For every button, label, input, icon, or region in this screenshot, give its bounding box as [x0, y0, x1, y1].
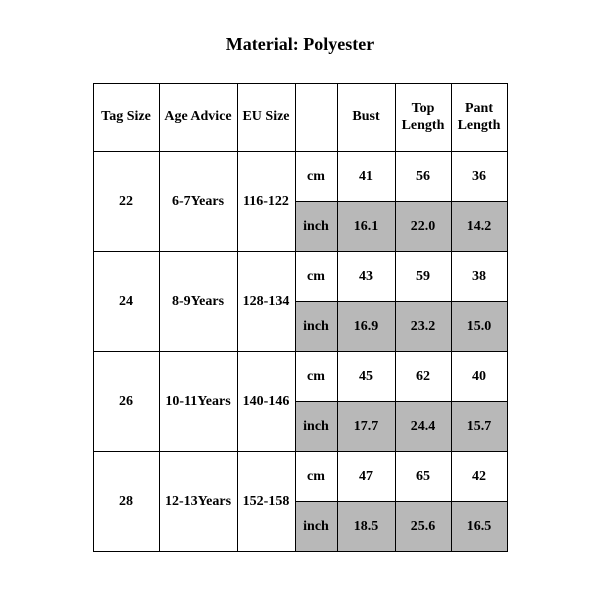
header-row: Tag Size Age Advice EU Size Bust TopLeng… [93, 84, 507, 152]
cell-pant-inch: 15.0 [451, 302, 507, 352]
cell-bust-cm: 47 [337, 452, 395, 502]
cell-bust-cm: 43 [337, 252, 395, 302]
cell-top-cm: 59 [395, 252, 451, 302]
cell-tag-size: 24 [93, 252, 159, 352]
cell-eu-size: 116-122 [237, 152, 295, 252]
col-unit [295, 84, 337, 152]
col-top-length: TopLength [395, 84, 451, 152]
cell-pant-cm: 38 [451, 252, 507, 302]
cell-top-inch: 24.4 [395, 402, 451, 452]
cell-bust-inch: 16.1 [337, 202, 395, 252]
cell-bust-inch: 17.7 [337, 402, 395, 452]
cell-unit-cm: cm [295, 152, 337, 202]
col-eu-size: EU Size [237, 84, 295, 152]
cell-unit-cm: cm [295, 452, 337, 502]
page-title: Material: Polyester [0, 0, 600, 83]
cell-eu-size: 140-146 [237, 352, 295, 452]
col-tag-size: Tag Size [93, 84, 159, 152]
cell-eu-size: 128-134 [237, 252, 295, 352]
cell-pant-cm: 40 [451, 352, 507, 402]
col-top-length-label: TopLength [402, 101, 445, 132]
cell-age-advice: 6-7Years [159, 152, 237, 252]
cell-tag-size: 22 [93, 152, 159, 252]
cell-age-advice: 10-11Years [159, 352, 237, 452]
col-age-advice: Age Advice [159, 84, 237, 152]
cell-unit-inch: inch [295, 402, 337, 452]
size-table-body: 226-7Years116-122cm415636inch16.122.014.… [93, 152, 507, 552]
cell-eu-size: 152-158 [237, 452, 295, 552]
col-pant-length: PantLength [451, 84, 507, 152]
size-table: Tag Size Age Advice EU Size Bust TopLeng… [93, 83, 508, 552]
cell-bust-cm: 45 [337, 352, 395, 402]
table-row: 2812-13Years152-158cm476542 [93, 452, 507, 502]
table-row: 226-7Years116-122cm415636 [93, 152, 507, 202]
cell-tag-size: 28 [93, 452, 159, 552]
cell-tag-size: 26 [93, 352, 159, 452]
cell-top-inch: 22.0 [395, 202, 451, 252]
cell-top-cm: 62 [395, 352, 451, 402]
table-row: 248-9Years128-134cm435938 [93, 252, 507, 302]
cell-bust-inch: 18.5 [337, 502, 395, 552]
cell-top-cm: 65 [395, 452, 451, 502]
cell-age-advice: 8-9Years [159, 252, 237, 352]
col-bust: Bust [337, 84, 395, 152]
cell-bust-cm: 41 [337, 152, 395, 202]
cell-pant-inch: 14.2 [451, 202, 507, 252]
cell-pant-inch: 16.5 [451, 502, 507, 552]
cell-unit-inch: inch [295, 302, 337, 352]
col-pant-length-label: PantLength [458, 101, 501, 132]
cell-unit-inch: inch [295, 502, 337, 552]
cell-pant-cm: 42 [451, 452, 507, 502]
cell-unit-inch: inch [295, 202, 337, 252]
cell-top-inch: 23.2 [395, 302, 451, 352]
cell-age-advice: 12-13Years [159, 452, 237, 552]
table-row: 2610-11Years140-146cm456240 [93, 352, 507, 402]
cell-bust-inch: 16.9 [337, 302, 395, 352]
cell-pant-cm: 36 [451, 152, 507, 202]
cell-top-cm: 56 [395, 152, 451, 202]
cell-unit-cm: cm [295, 352, 337, 402]
cell-top-inch: 25.6 [395, 502, 451, 552]
cell-unit-cm: cm [295, 252, 337, 302]
cell-pant-inch: 15.7 [451, 402, 507, 452]
